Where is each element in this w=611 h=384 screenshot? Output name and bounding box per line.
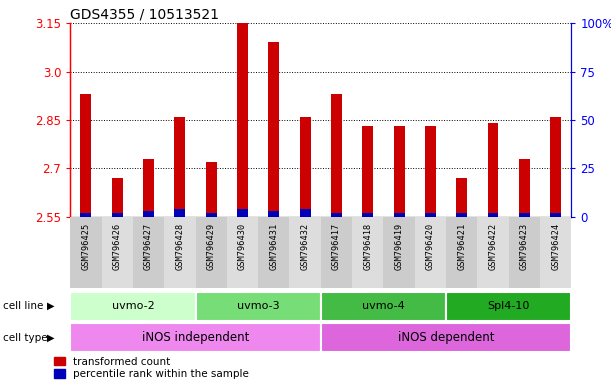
Bar [519,213,530,217]
Bar [393,126,404,217]
Text: GSM796417: GSM796417 [332,223,341,270]
Bar [206,213,217,217]
Bar [101,217,133,288]
Text: Spl4-10: Spl4-10 [488,301,530,311]
Text: GSM796425: GSM796425 [81,223,90,270]
Text: cell type: cell type [3,333,48,343]
Bar [331,213,342,217]
Text: GSM796430: GSM796430 [238,223,247,270]
Bar [143,159,154,217]
Bar [550,117,561,217]
Text: GSM796419: GSM796419 [395,223,403,270]
Bar [509,217,540,288]
Bar [362,213,373,217]
Bar [384,217,415,288]
Bar [81,94,92,217]
Bar [268,43,279,217]
Bar [415,217,446,288]
Bar [258,217,290,288]
Bar [70,292,196,321]
Text: GSM796432: GSM796432 [301,223,310,270]
Bar [70,217,101,288]
Text: GSM796427: GSM796427 [144,223,153,270]
Bar [331,94,342,217]
Bar [196,217,227,288]
Legend: transformed count, percentile rank within the sample: transformed count, percentile rank withi… [54,357,249,379]
Bar [164,217,196,288]
Bar [488,123,499,217]
Bar [550,213,561,217]
Text: GSM796429: GSM796429 [207,223,216,270]
Text: GSM796421: GSM796421 [457,223,466,270]
Bar [112,213,123,217]
Bar [143,211,154,217]
Bar [299,209,310,217]
Bar [133,217,164,288]
Text: uvmo-2: uvmo-2 [112,301,154,311]
Bar [446,217,477,288]
Bar [321,323,571,352]
Bar [446,292,571,321]
Bar [206,162,217,217]
Text: uvmo-3: uvmo-3 [237,301,279,311]
Bar [112,178,123,217]
Bar [290,217,321,288]
Text: cell line: cell line [3,301,43,311]
Bar [237,23,248,217]
Bar [174,209,185,217]
Text: GSM796431: GSM796431 [269,223,278,270]
Text: GSM796426: GSM796426 [113,223,122,270]
Text: ▶: ▶ [47,333,54,343]
Text: GSM796420: GSM796420 [426,223,435,270]
Bar [237,209,248,217]
Text: GDS4355 / 10513521: GDS4355 / 10513521 [70,8,219,22]
Bar [352,217,384,288]
Text: ▶: ▶ [47,301,54,311]
Bar [321,217,352,288]
Text: GSM796424: GSM796424 [551,223,560,270]
Bar [227,217,258,288]
Text: uvmo-4: uvmo-4 [362,301,404,311]
Bar [425,126,436,217]
Bar [540,217,571,288]
Bar [299,117,310,217]
Text: iNOS independent: iNOS independent [142,331,249,344]
Bar [174,117,185,217]
Bar [456,178,467,217]
Bar [81,213,92,217]
Bar [268,211,279,217]
Bar [488,213,499,217]
Bar [362,126,373,217]
Bar [321,292,446,321]
Text: iNOS dependent: iNOS dependent [398,331,494,344]
Text: GSM796428: GSM796428 [175,223,185,270]
Text: GSM796418: GSM796418 [364,223,372,270]
Bar [425,213,436,217]
Bar [393,213,404,217]
Bar [70,323,321,352]
Text: GSM796422: GSM796422 [489,223,497,270]
Bar [477,217,509,288]
Bar [519,159,530,217]
Bar [456,213,467,217]
Bar [196,292,321,321]
Text: GSM796423: GSM796423 [520,223,529,270]
